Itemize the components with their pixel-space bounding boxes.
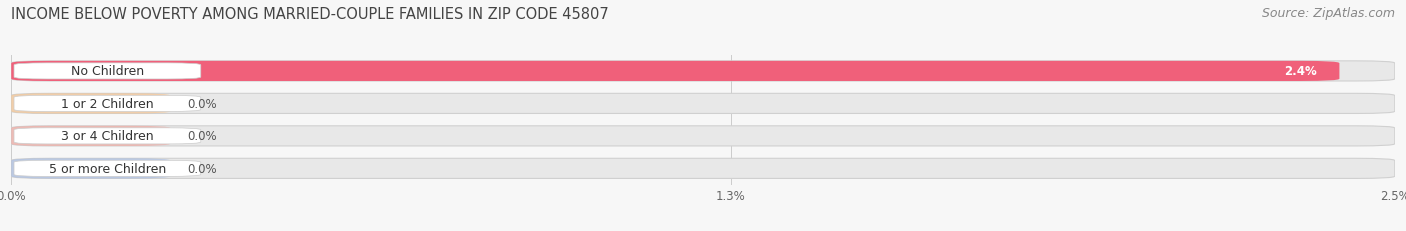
- FancyBboxPatch shape: [11, 126, 170, 146]
- Text: 0.0%: 0.0%: [187, 97, 217, 110]
- Text: 1 or 2 Children: 1 or 2 Children: [60, 97, 153, 110]
- Text: 0.0%: 0.0%: [187, 162, 217, 175]
- FancyBboxPatch shape: [11, 159, 170, 179]
- FancyBboxPatch shape: [11, 94, 170, 114]
- FancyBboxPatch shape: [11, 126, 1395, 146]
- Text: 2.4%: 2.4%: [1285, 65, 1317, 78]
- Text: 0.0%: 0.0%: [187, 130, 217, 143]
- FancyBboxPatch shape: [14, 161, 201, 177]
- FancyBboxPatch shape: [14, 64, 201, 80]
- FancyBboxPatch shape: [14, 128, 201, 144]
- FancyBboxPatch shape: [11, 62, 1340, 82]
- Text: Source: ZipAtlas.com: Source: ZipAtlas.com: [1261, 7, 1395, 20]
- Text: INCOME BELOW POVERTY AMONG MARRIED-COUPLE FAMILIES IN ZIP CODE 45807: INCOME BELOW POVERTY AMONG MARRIED-COUPL…: [11, 7, 609, 22]
- Text: No Children: No Children: [70, 65, 143, 78]
- FancyBboxPatch shape: [11, 94, 1395, 114]
- FancyBboxPatch shape: [14, 96, 201, 112]
- Text: 3 or 4 Children: 3 or 4 Children: [60, 130, 153, 143]
- FancyBboxPatch shape: [11, 159, 1395, 179]
- FancyBboxPatch shape: [11, 62, 1395, 82]
- Text: 5 or more Children: 5 or more Children: [49, 162, 166, 175]
